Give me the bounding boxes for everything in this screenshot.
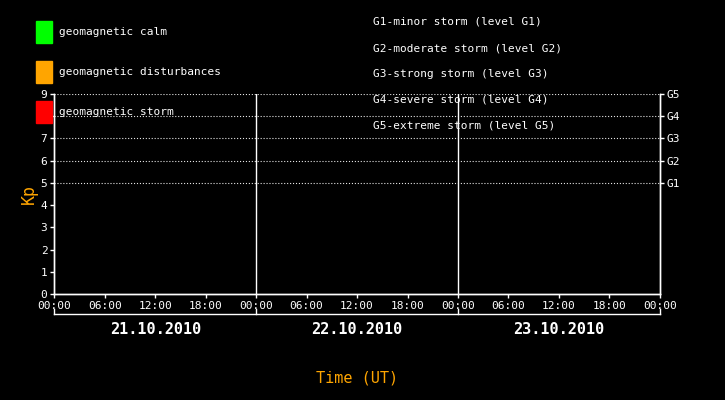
Text: 21.10.2010: 21.10.2010 bbox=[109, 322, 201, 338]
Text: geomagnetic storm: geomagnetic storm bbox=[59, 107, 174, 117]
Text: geomagnetic calm: geomagnetic calm bbox=[59, 27, 167, 37]
Text: 23.10.2010: 23.10.2010 bbox=[513, 322, 605, 338]
Text: G4-severe storm (level G4): G4-severe storm (level G4) bbox=[373, 95, 549, 105]
Text: geomagnetic disturbances: geomagnetic disturbances bbox=[59, 67, 221, 77]
Text: G2-moderate storm (level G2): G2-moderate storm (level G2) bbox=[373, 43, 563, 53]
Text: G1-minor storm (level G1): G1-minor storm (level G1) bbox=[373, 17, 542, 27]
Text: 22.10.2010: 22.10.2010 bbox=[312, 322, 402, 338]
Y-axis label: Kp: Kp bbox=[20, 184, 38, 204]
Text: Time (UT): Time (UT) bbox=[316, 370, 398, 386]
Text: G5-extreme storm (level G5): G5-extreme storm (level G5) bbox=[373, 121, 555, 131]
Text: G3-strong storm (level G3): G3-strong storm (level G3) bbox=[373, 69, 549, 79]
